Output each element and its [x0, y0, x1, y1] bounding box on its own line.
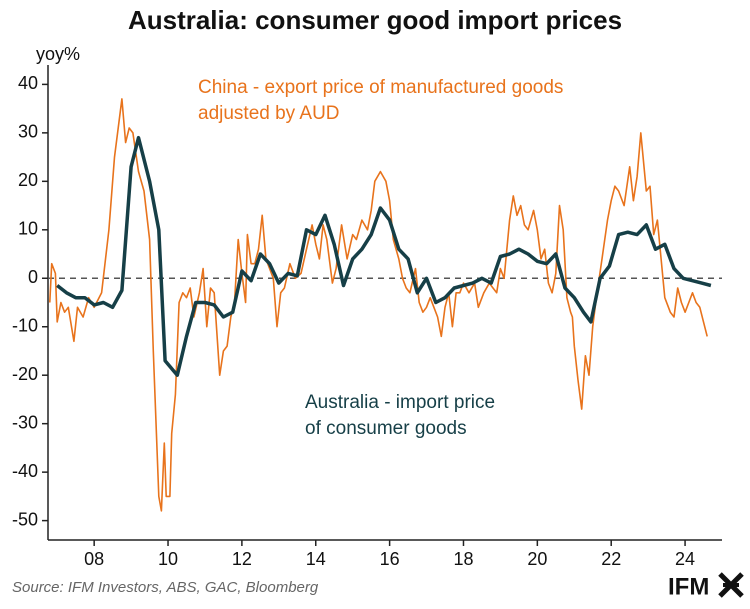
x-tick-label: 08	[84, 549, 104, 569]
series-line	[49, 98, 708, 512]
y-tick-label: 20	[18, 170, 38, 190]
y-tick-label: 0	[28, 267, 38, 287]
x-tick-label: 12	[232, 549, 252, 569]
y-axis-label: yoy%	[36, 44, 80, 64]
x-tick-label: 18	[453, 549, 473, 569]
x-tick-label: 24	[675, 549, 695, 569]
series-label: of consumer goods	[305, 418, 467, 439]
y-tick-label: -30	[12, 412, 38, 432]
y-tick-label: -50	[12, 509, 38, 529]
y-tick-label: 30	[18, 122, 38, 142]
series-label: Australia - import price	[305, 392, 495, 413]
y-tick-label: 10	[18, 219, 38, 239]
x-tick-label: 10	[158, 549, 178, 569]
y-tick-label: 40	[18, 73, 38, 93]
x-tick-label: 16	[380, 549, 400, 569]
x-tick-label: 22	[601, 549, 621, 569]
series-line	[56, 135, 712, 377]
y-tick-label: -20	[12, 364, 38, 384]
x-tick-label: 20	[527, 549, 547, 569]
y-tick-label: -40	[12, 461, 38, 481]
series-label: adjusted by AUD	[198, 103, 340, 124]
y-tick-label: -10	[12, 315, 38, 335]
logo: IFM	[668, 573, 709, 600]
x-tick-label: 14	[306, 549, 326, 569]
series-label: China - export price of manufactured goo…	[198, 77, 563, 98]
logo-icon	[718, 572, 744, 598]
source: Source: IFM Investors, ABS, GAC, Bloombe…	[12, 579, 319, 596]
chart-title: Australia: consumer good import prices	[128, 5, 622, 35]
